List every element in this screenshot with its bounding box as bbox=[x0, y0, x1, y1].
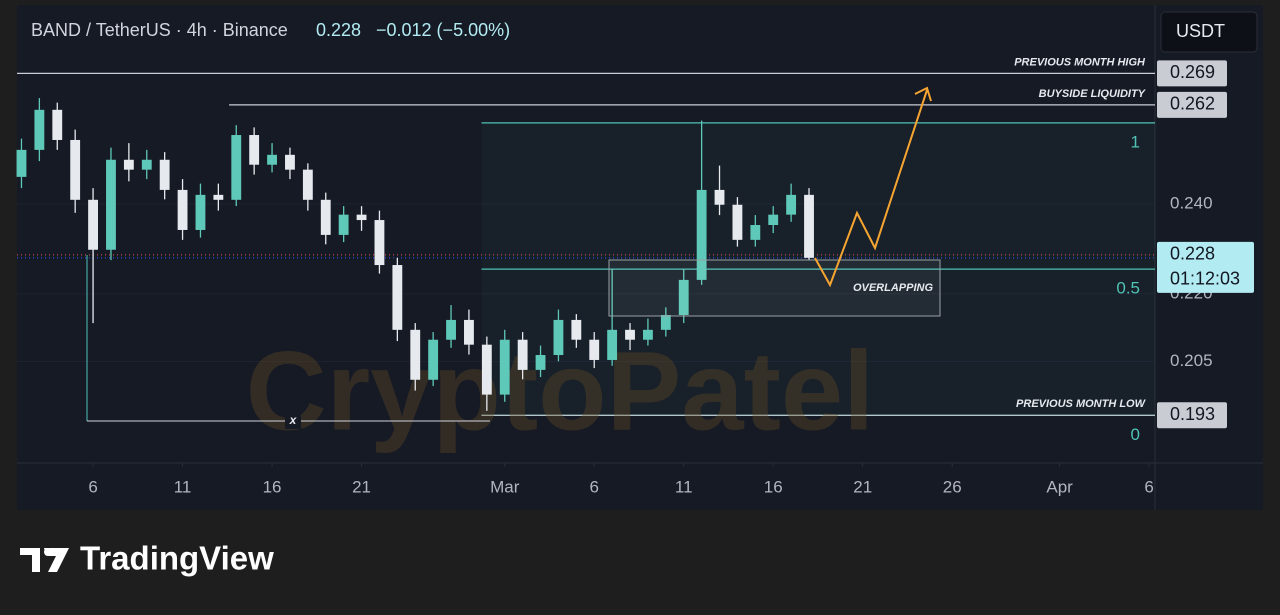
price-change: −0.012 (−5.00%) bbox=[376, 20, 510, 40]
candle-body bbox=[660, 314, 671, 330]
last-price-label: 0.228 bbox=[1170, 244, 1215, 264]
brand-logo bbox=[20, 548, 69, 572]
fib-label: 0.5 bbox=[1116, 279, 1140, 298]
currency-button[interactable] bbox=[1160, 11, 1258, 53]
logo-icon bbox=[44, 548, 52, 556]
candle-body bbox=[88, 199, 98, 250]
x-tick-label: 6 bbox=[88, 477, 97, 496]
candle-body bbox=[553, 319, 564, 356]
projection-arrow bbox=[814, 89, 928, 288]
candle-body bbox=[392, 265, 403, 330]
symbol-title: BAND / TetherUS · 4h · Binance bbox=[31, 20, 288, 40]
x-tick-label: Mar bbox=[490, 477, 520, 496]
candle-body bbox=[410, 329, 421, 380]
candle-body bbox=[16, 149, 27, 177]
x-tick-label: 6 bbox=[1144, 477, 1153, 496]
candle-body bbox=[571, 319, 582, 340]
price-tag bbox=[1157, 402, 1227, 429]
candle-body bbox=[70, 139, 81, 200]
fib-label: 1 bbox=[1131, 132, 1140, 151]
annotation: x bbox=[289, 413, 298, 427]
candle-body bbox=[714, 189, 725, 205]
candle-body bbox=[338, 214, 349, 235]
brand-name: TradingView bbox=[80, 540, 274, 577]
chart-panel bbox=[17, 5, 1263, 510]
x-tick-label: 11 bbox=[174, 477, 192, 496]
annotation-bg bbox=[285, 413, 301, 429]
x-tick-label: Apr bbox=[1046, 477, 1073, 496]
level-label: PREVIOUS MONTH LOW bbox=[1016, 398, 1147, 410]
last-price-tag bbox=[1157, 241, 1254, 293]
candle-body bbox=[607, 329, 618, 360]
candle-body bbox=[750, 225, 761, 240]
candle-body bbox=[231, 135, 242, 200]
candle-body bbox=[535, 355, 546, 370]
logo-icon bbox=[20, 548, 69, 572]
candle-body bbox=[302, 169, 313, 200]
candle-body bbox=[123, 159, 134, 170]
x-tick-label: 26 bbox=[943, 477, 962, 496]
candle-body bbox=[195, 194, 206, 230]
y-tick-label: 0.205 bbox=[1170, 351, 1213, 370]
candle-body bbox=[517, 339, 528, 370]
candle-body bbox=[159, 159, 170, 190]
candle-body bbox=[732, 204, 743, 240]
candle-body bbox=[481, 344, 492, 395]
annotation: OVERLAPPING bbox=[853, 282, 934, 294]
price-tag bbox=[1157, 91, 1227, 118]
price-tag bbox=[1157, 60, 1227, 87]
level-label: PREVIOUS MONTH HIGH bbox=[1014, 56, 1146, 68]
candle-body bbox=[678, 279, 689, 315]
price-tag-label: 0.262 bbox=[1170, 94, 1215, 114]
candle-body bbox=[267, 154, 277, 165]
x-tick-label: 21 bbox=[352, 477, 371, 496]
candle-body bbox=[446, 319, 456, 340]
candle-body bbox=[786, 194, 797, 215]
candle-body bbox=[106, 159, 116, 250]
candle-body bbox=[285, 154, 295, 170]
level-label: BUYSIDE LIQUIDITY bbox=[1039, 88, 1147, 100]
candle-body bbox=[141, 159, 152, 170]
x-tick-label: 11 bbox=[675, 477, 693, 496]
overlap-box bbox=[608, 259, 941, 317]
marks bbox=[16, 98, 814, 411]
last-price: 0.228 bbox=[316, 20, 361, 40]
candle-body bbox=[320, 199, 331, 235]
candle-body bbox=[464, 319, 474, 345]
candle-body bbox=[249, 135, 260, 165]
arrow-head bbox=[914, 86, 932, 102]
candle-body bbox=[177, 189, 188, 230]
candle-body bbox=[696, 189, 707, 280]
candle-body bbox=[356, 214, 367, 221]
currency-label[interactable]: USDT bbox=[1176, 21, 1225, 41]
candle-body bbox=[625, 329, 635, 340]
candle-body bbox=[52, 109, 63, 140]
x-tick-label: 16 bbox=[263, 477, 282, 496]
candle-body bbox=[428, 339, 439, 380]
candle-body bbox=[589, 339, 600, 360]
candle-body bbox=[34, 109, 45, 150]
x-tick-label: 6 bbox=[589, 477, 598, 496]
candle-body bbox=[499, 339, 510, 395]
y-tick-label: 0.240 bbox=[1170, 193, 1213, 212]
countdown-label: 01:12:03 bbox=[1170, 269, 1240, 289]
x-tick-label: 16 bbox=[764, 477, 783, 496]
candle-body bbox=[213, 194, 224, 200]
candle-body bbox=[768, 214, 779, 226]
candle-body bbox=[374, 220, 385, 266]
price-tag-label: 0.193 bbox=[1170, 404, 1215, 424]
candle-body bbox=[643, 329, 653, 340]
x-tick-label: 21 bbox=[853, 477, 872, 496]
price-tag-label: 0.269 bbox=[1170, 62, 1215, 82]
fib-label: 0 bbox=[1131, 425, 1140, 444]
candle-body bbox=[804, 194, 814, 258]
